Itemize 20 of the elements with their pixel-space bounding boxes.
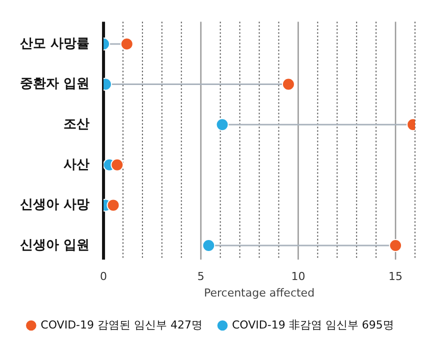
y-tick-label: 신생아 사망: [20, 198, 90, 213]
x-axis-title: Percentage affected: [204, 286, 315, 300]
y-tick-label: 사산: [64, 157, 90, 172]
legend-label: COVID-19 非감염 임신부 695명: [232, 318, 394, 332]
y-tick-label: 산모 사망률: [20, 36, 90, 52]
point: [216, 118, 229, 132]
y-tick-label: 중환자 입원: [20, 76, 90, 92]
point: [120, 37, 134, 50]
x-tick-label: 10: [291, 270, 306, 284]
point: [106, 198, 120, 212]
y-tick-label: 신생아 입원: [20, 238, 90, 253]
x-tick-label: 0: [100, 270, 108, 284]
point: [110, 158, 124, 172]
y-tick-label: 조산: [64, 116, 90, 132]
point: [282, 78, 295, 91]
x-tick-label: 5: [197, 270, 204, 284]
point: [202, 238, 216, 252]
x-tick-label: 15: [388, 270, 403, 284]
point: [389, 238, 402, 252]
legend-label: COVID-19 감염된 임신부 427명: [40, 318, 203, 332]
